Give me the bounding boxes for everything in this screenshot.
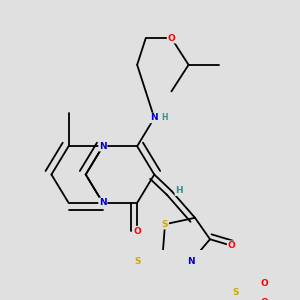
Text: O: O <box>168 34 175 43</box>
Text: S: S <box>134 257 140 266</box>
Text: O: O <box>261 298 269 300</box>
Text: S: S <box>162 220 168 229</box>
Text: O: O <box>133 226 141 236</box>
Text: N: N <box>99 142 107 151</box>
Text: N: N <box>187 257 194 266</box>
Text: N: N <box>99 198 107 207</box>
Text: N: N <box>151 113 158 122</box>
Text: O: O <box>261 279 269 288</box>
Text: S: S <box>232 288 239 297</box>
Text: H: H <box>175 186 183 195</box>
Text: H: H <box>161 113 168 122</box>
Text: O: O <box>228 241 235 250</box>
